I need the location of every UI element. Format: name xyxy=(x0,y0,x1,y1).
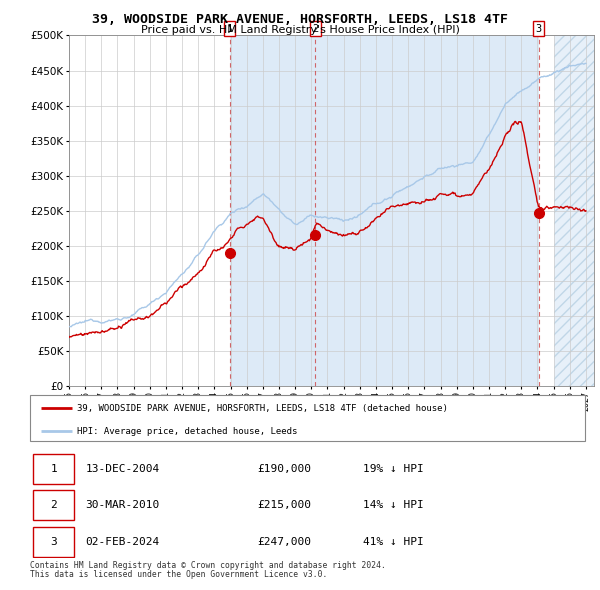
Text: 2: 2 xyxy=(312,24,319,34)
Text: £247,000: £247,000 xyxy=(257,537,311,547)
Text: Contains HM Land Registry data © Crown copyright and database right 2024.: Contains HM Land Registry data © Crown c… xyxy=(30,560,386,569)
Text: 1: 1 xyxy=(227,24,233,34)
FancyBboxPatch shape xyxy=(33,490,74,520)
Text: 3: 3 xyxy=(50,537,57,547)
FancyBboxPatch shape xyxy=(30,395,585,441)
Text: 3: 3 xyxy=(536,24,542,34)
Text: 1: 1 xyxy=(50,464,57,474)
Text: 14% ↓ HPI: 14% ↓ HPI xyxy=(363,500,424,510)
Bar xyxy=(554,35,594,386)
Bar xyxy=(230,35,316,386)
Text: 39, WOODSIDE PARK AVENUE, HORSFORTH, LEEDS, LS18 4TF: 39, WOODSIDE PARK AVENUE, HORSFORTH, LEE… xyxy=(92,13,508,26)
Text: 02-FEB-2024: 02-FEB-2024 xyxy=(86,537,160,547)
Text: HPI: Average price, detached house, Leeds: HPI: Average price, detached house, Leed… xyxy=(77,427,298,435)
Text: 30-MAR-2010: 30-MAR-2010 xyxy=(86,500,160,510)
Text: 41% ↓ HPI: 41% ↓ HPI xyxy=(363,537,424,547)
Text: 2: 2 xyxy=(50,500,57,510)
Text: 19% ↓ HPI: 19% ↓ HPI xyxy=(363,464,424,474)
Text: £215,000: £215,000 xyxy=(257,500,311,510)
FancyBboxPatch shape xyxy=(33,454,74,484)
FancyBboxPatch shape xyxy=(33,527,74,557)
Text: This data is licensed under the Open Government Licence v3.0.: This data is licensed under the Open Gov… xyxy=(30,570,328,579)
Bar xyxy=(316,35,539,386)
Text: £190,000: £190,000 xyxy=(257,464,311,474)
Text: 13-DEC-2004: 13-DEC-2004 xyxy=(86,464,160,474)
Bar xyxy=(554,35,594,386)
Text: 39, WOODSIDE PARK AVENUE, HORSFORTH, LEEDS, LS18 4TF (detached house): 39, WOODSIDE PARK AVENUE, HORSFORTH, LEE… xyxy=(77,404,448,412)
Text: Price paid vs. HM Land Registry's House Price Index (HPI): Price paid vs. HM Land Registry's House … xyxy=(140,25,460,35)
